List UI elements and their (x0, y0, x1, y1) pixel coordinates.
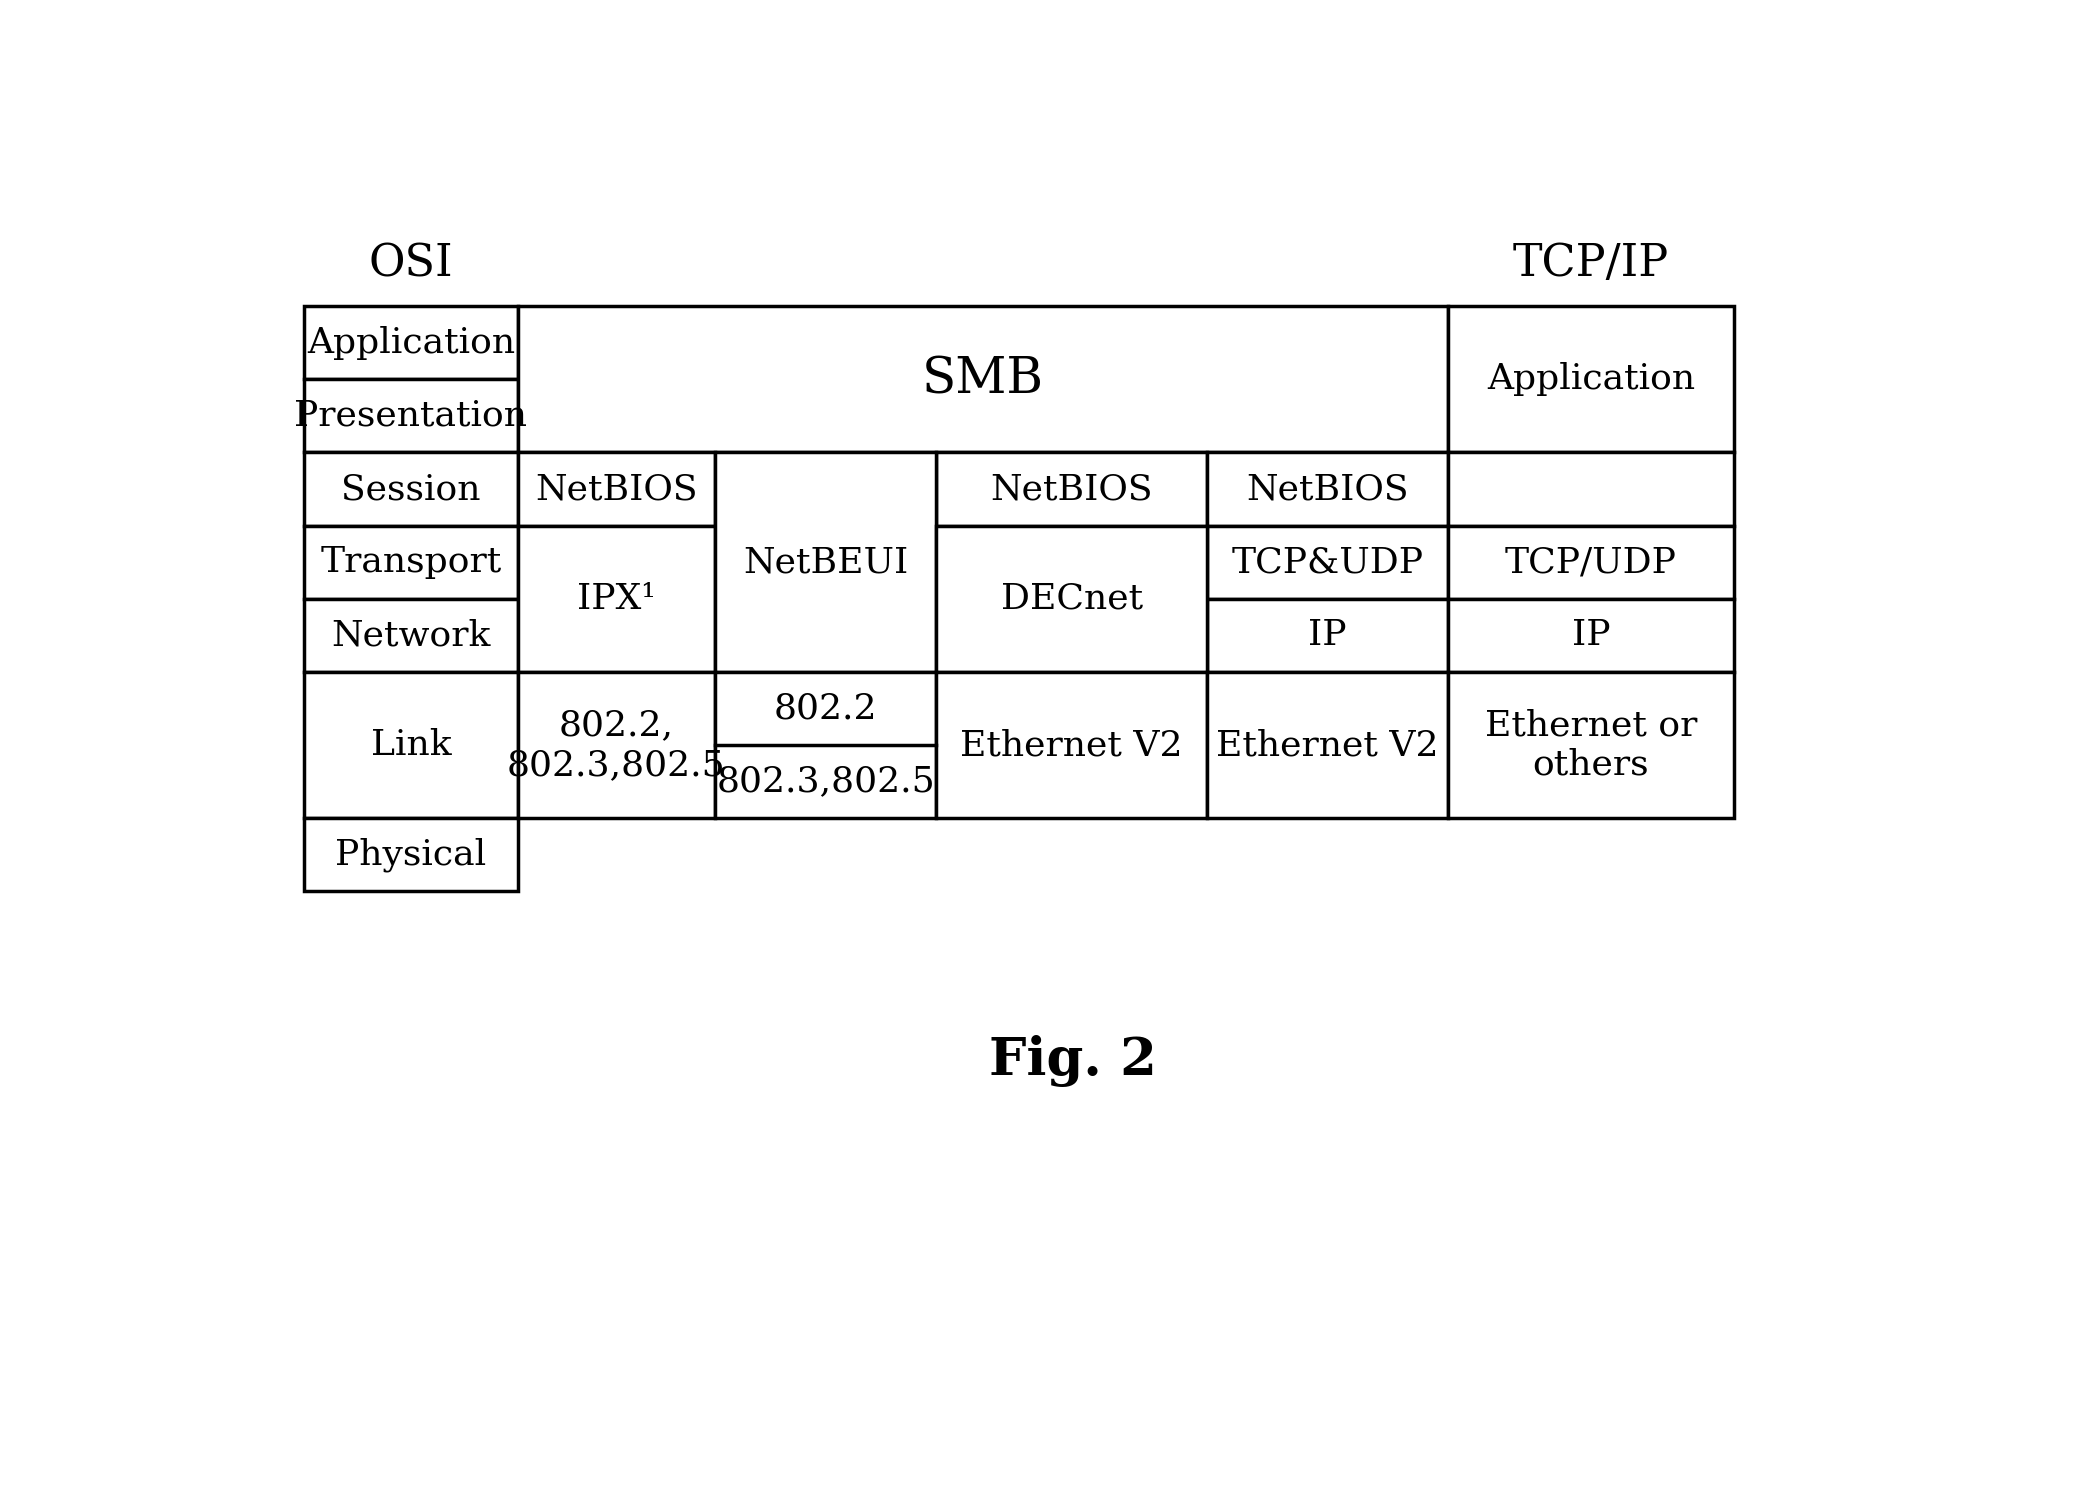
Text: 802.3,802.5: 802.3,802.5 (716, 765, 934, 798)
Text: Transport: Transport (320, 546, 503, 579)
Text: NetBEUI: NetBEUI (743, 546, 909, 579)
Text: OSI: OSI (369, 242, 452, 286)
Text: Session: Session (341, 472, 482, 507)
Text: Application: Application (308, 325, 515, 360)
Text: NetBIOS: NetBIOS (990, 472, 1154, 507)
Bar (936, 526, 1208, 671)
Bar (1447, 671, 1734, 818)
Text: Network: Network (331, 618, 490, 652)
Text: 802.2,
802.3,802.5: 802.2, 802.3,802.5 (507, 709, 727, 782)
Bar (1447, 526, 1734, 599)
Bar (304, 380, 517, 452)
Bar (304, 818, 517, 892)
Text: TCP/IP: TCP/IP (1512, 242, 1669, 286)
Bar (936, 452, 1208, 526)
Text: NetBIOS: NetBIOS (536, 472, 697, 507)
Text: Fig. 2: Fig. 2 (988, 1034, 1158, 1087)
Bar (1208, 526, 1447, 599)
Bar (936, 671, 1208, 818)
Text: IP: IP (1573, 618, 1610, 652)
Bar (716, 671, 936, 818)
Text: SMB: SMB (921, 355, 1043, 404)
Bar (517, 452, 716, 526)
Bar (304, 599, 517, 671)
Bar (1447, 305, 1734, 452)
Bar (304, 305, 517, 380)
Text: TCP/UDP: TCP/UDP (1506, 546, 1677, 579)
Text: Ethernet or
others: Ethernet or others (1485, 709, 1696, 782)
Text: Presentation: Presentation (295, 399, 528, 432)
Text: IP: IP (1309, 618, 1346, 652)
Text: Ethernet V2: Ethernet V2 (961, 729, 1183, 762)
Text: 802.2: 802.2 (775, 691, 877, 726)
Bar (304, 671, 517, 818)
Bar (517, 671, 716, 818)
Bar (1447, 599, 1734, 671)
Bar (716, 452, 936, 671)
Text: NetBIOS: NetBIOS (1246, 472, 1409, 507)
Text: TCP&UDP: TCP&UDP (1231, 546, 1424, 579)
Bar (304, 452, 517, 526)
Bar (1208, 452, 1447, 526)
Bar (1447, 452, 1734, 526)
Text: Link: Link (371, 729, 450, 762)
Bar (517, 526, 716, 671)
Bar (1208, 599, 1447, 671)
Bar (1208, 671, 1447, 818)
Text: Application: Application (1487, 363, 1694, 396)
Text: DECnet: DECnet (1001, 582, 1143, 615)
Bar (517, 305, 1447, 452)
Text: Physical: Physical (335, 838, 486, 872)
Text: IPX¹: IPX¹ (578, 582, 655, 615)
Text: Ethernet V2: Ethernet V2 (1217, 729, 1439, 762)
Bar (304, 526, 517, 599)
